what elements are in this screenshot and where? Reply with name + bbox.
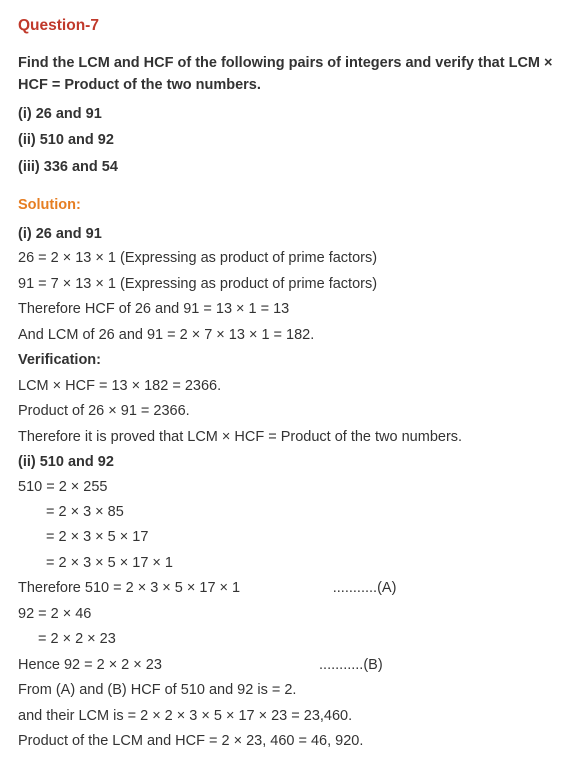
solution-label: Solution:	[18, 194, 557, 216]
sol-ii-line: 92 = 2 × 46	[18, 603, 557, 625]
sol-i-line: 26 = 2 × 13 × 1 (Expressing as product o…	[18, 247, 557, 269]
part-i: (i) 26 and 91	[18, 103, 557, 125]
sol-i-line: LCM × HCF = 13 × 182 = 2366.	[18, 375, 557, 397]
verification-label: Verification:	[18, 349, 557, 371]
sol-ii-line: From (A) and (B) HCF of 510 and 92 is = …	[18, 679, 557, 701]
part-ii: (ii) 510 and 92	[18, 129, 557, 151]
question-title: Question-7	[18, 14, 557, 38]
sol-ii-head: (ii) 510 and 92	[18, 451, 557, 473]
question-prompt: Find the LCM and HCF of the following pa…	[18, 52, 557, 97]
sol-ii-line: 510 = 2 × 255	[18, 476, 557, 498]
part-iii: (iii) 336 and 54	[18, 156, 557, 178]
sol-i-line: Product of 26 × 91 = 2366.	[18, 400, 557, 422]
sol-ii-line: = 2 × 3 × 5 × 17	[18, 526, 557, 548]
sol-i-line: 91 = 7 × 13 × 1 (Expressing as product o…	[18, 273, 557, 295]
sol-ii-line: Therefore 510 = 2 × 3 × 5 × 17 × 1 .....…	[18, 577, 557, 599]
sol-ii-line: Product of the LCM and HCF = 2 × 23, 460…	[18, 730, 557, 752]
sol-ii-line: Hence 92 = 2 × 2 × 23 ...........(B)	[18, 654, 557, 676]
sol-ii-line: = 2 × 3 × 85	[18, 501, 557, 523]
sol-i-line: Therefore it is proved that LCM × HCF = …	[18, 426, 557, 448]
sol-i-line: And LCM of 26 and 91 = 2 × 7 × 13 × 1 = …	[18, 324, 557, 346]
sol-i-line: Therefore HCF of 26 and 91 = 13 × 1 = 13	[18, 298, 557, 320]
sol-ii-line: and their LCM is = 2 × 2 × 3 × 5 × 17 × …	[18, 705, 557, 727]
sol-ii-line: = 2 × 3 × 5 × 17 × 1	[18, 552, 557, 574]
sol-i-head: (i) 26 and 91	[18, 223, 557, 245]
sol-ii-line: = 2 × 2 × 23	[18, 628, 557, 650]
